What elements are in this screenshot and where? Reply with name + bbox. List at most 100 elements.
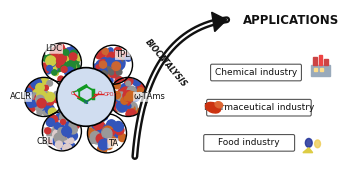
Circle shape — [135, 84, 145, 94]
Circle shape — [67, 114, 76, 124]
Circle shape — [104, 59, 113, 68]
Circle shape — [121, 84, 129, 92]
Circle shape — [102, 48, 109, 54]
Circle shape — [125, 55, 131, 61]
Circle shape — [111, 58, 119, 67]
Circle shape — [55, 135, 66, 145]
Circle shape — [37, 101, 46, 110]
Circle shape — [28, 102, 34, 107]
Circle shape — [128, 102, 137, 111]
Circle shape — [137, 90, 142, 95]
Circle shape — [57, 63, 61, 67]
Circle shape — [107, 120, 116, 129]
Circle shape — [58, 119, 63, 125]
Circle shape — [54, 71, 58, 76]
Circle shape — [104, 142, 111, 148]
Circle shape — [107, 63, 111, 67]
Circle shape — [124, 94, 133, 103]
Circle shape — [62, 131, 68, 137]
Circle shape — [109, 130, 114, 135]
Circle shape — [56, 59, 66, 69]
Circle shape — [44, 67, 51, 74]
Circle shape — [42, 128, 47, 132]
Circle shape — [39, 92, 48, 100]
Circle shape — [48, 118, 56, 125]
Circle shape — [98, 66, 107, 76]
Circle shape — [99, 60, 106, 67]
Circle shape — [109, 60, 118, 69]
Text: APPLICATIONS: APPLICATIONS — [243, 14, 339, 27]
Circle shape — [61, 60, 70, 69]
Circle shape — [58, 127, 66, 136]
Bar — [313, 57, 317, 65]
Circle shape — [38, 93, 45, 101]
Circle shape — [36, 83, 44, 92]
Circle shape — [31, 93, 37, 98]
Circle shape — [103, 129, 112, 138]
Circle shape — [54, 134, 64, 143]
Circle shape — [116, 56, 123, 63]
Circle shape — [104, 133, 110, 139]
Circle shape — [46, 93, 52, 99]
Circle shape — [26, 88, 31, 93]
Circle shape — [62, 126, 72, 136]
Circle shape — [101, 63, 105, 68]
Circle shape — [35, 95, 41, 101]
Circle shape — [103, 75, 110, 81]
Circle shape — [68, 46, 77, 56]
Circle shape — [53, 136, 63, 146]
Circle shape — [131, 88, 142, 99]
Circle shape — [105, 134, 112, 141]
Circle shape — [51, 125, 61, 135]
Circle shape — [128, 101, 134, 108]
Circle shape — [117, 101, 126, 111]
Bar — [325, 59, 328, 65]
Circle shape — [113, 91, 120, 99]
Circle shape — [95, 132, 103, 140]
Circle shape — [129, 96, 134, 101]
Circle shape — [60, 119, 66, 124]
Circle shape — [103, 129, 109, 135]
Circle shape — [54, 123, 61, 129]
Text: LDC: LDC — [46, 44, 62, 53]
Circle shape — [40, 100, 46, 106]
Circle shape — [110, 56, 120, 66]
Circle shape — [100, 72, 105, 77]
Circle shape — [102, 114, 107, 120]
Text: Pharmaceutical industry: Pharmaceutical industry — [204, 103, 314, 112]
Circle shape — [121, 87, 131, 96]
Circle shape — [109, 60, 119, 70]
Circle shape — [113, 82, 120, 89]
Circle shape — [67, 143, 75, 150]
Circle shape — [101, 132, 107, 139]
Circle shape — [126, 109, 136, 119]
Circle shape — [91, 133, 102, 144]
Circle shape — [107, 59, 116, 68]
Circle shape — [125, 77, 133, 85]
Bar — [320, 68, 324, 70]
Circle shape — [104, 132, 113, 140]
Circle shape — [61, 126, 65, 130]
FancyBboxPatch shape — [207, 99, 311, 116]
Circle shape — [118, 96, 129, 107]
Circle shape — [108, 137, 117, 145]
Circle shape — [86, 128, 95, 137]
Circle shape — [31, 101, 37, 107]
Circle shape — [124, 96, 128, 101]
Circle shape — [93, 119, 103, 129]
Circle shape — [103, 129, 113, 139]
Circle shape — [57, 127, 66, 135]
Circle shape — [58, 48, 68, 58]
Circle shape — [99, 138, 103, 142]
Circle shape — [107, 121, 116, 130]
Circle shape — [58, 58, 66, 67]
Polygon shape — [303, 148, 313, 153]
Circle shape — [29, 105, 35, 112]
Circle shape — [33, 90, 41, 98]
Circle shape — [63, 144, 72, 153]
Circle shape — [32, 80, 38, 85]
Circle shape — [57, 68, 115, 126]
Circle shape — [62, 65, 66, 70]
Circle shape — [109, 96, 113, 100]
Circle shape — [58, 54, 68, 64]
